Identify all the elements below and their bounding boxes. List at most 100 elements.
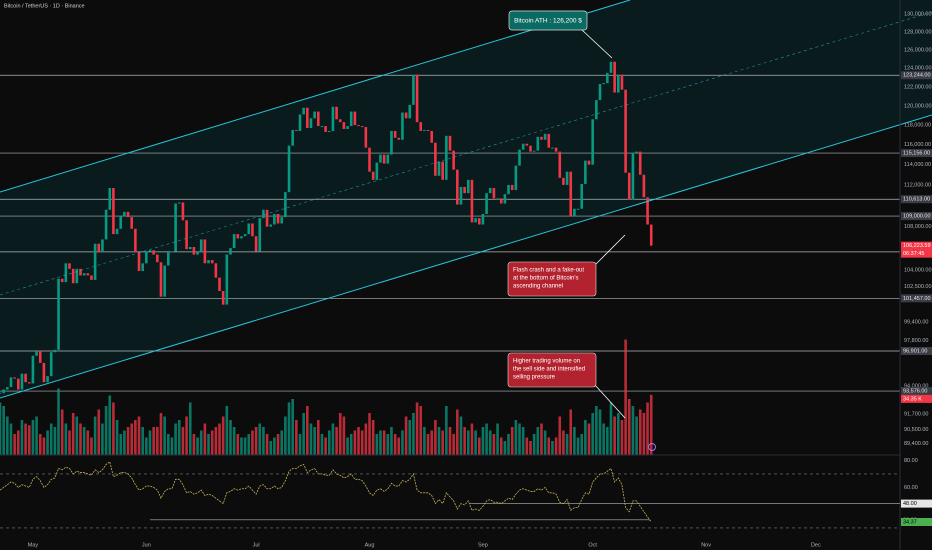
candle-body <box>379 154 382 163</box>
volume-bar <box>276 434 280 455</box>
candle-body <box>53 349 57 353</box>
volume-bar <box>298 434 302 455</box>
candle-body <box>82 273 86 276</box>
y-tick-label: 130,000.00 <box>904 11 932 17</box>
volume-bar <box>638 409 642 455</box>
annotation-box <box>507 352 597 388</box>
candle-body <box>27 382 31 384</box>
annotation-ath: Bitcoin ATH : 126,200 $ <box>508 10 613 59</box>
level-label-box <box>901 387 932 396</box>
volume-bar <box>265 434 269 455</box>
candle-body <box>595 100 598 120</box>
volume-bar <box>60 409 64 455</box>
candle-body <box>203 239 207 264</box>
volume-bar <box>316 420 320 455</box>
candle-body <box>324 126 327 132</box>
candle-body <box>331 106 335 131</box>
candle-body <box>119 216 123 229</box>
volume-bar <box>108 395 112 455</box>
level-label: 93,576.00 <box>903 388 927 394</box>
candle-body <box>426 129 430 131</box>
volume-bar <box>320 434 324 455</box>
candle-body <box>152 250 155 255</box>
candle-body <box>258 218 262 252</box>
candle-body <box>642 174 646 198</box>
candle-body <box>86 273 90 276</box>
candle-body <box>141 263 144 272</box>
volume-bar <box>251 430 254 455</box>
volume-bar <box>368 413 371 455</box>
candle-body <box>68 263 71 269</box>
volume-bar <box>510 427 514 455</box>
rsi-line <box>0 461 652 523</box>
annotation-crash: Flash crash and a fake-out at the bottom… <box>507 234 626 297</box>
candle-body <box>492 188 496 199</box>
candle-body <box>481 213 485 225</box>
volume-bar <box>375 434 379 455</box>
x-tick-label: Oct <box>588 542 597 548</box>
candle-body <box>24 373 27 383</box>
x-tick-label: Nov <box>701 542 711 548</box>
volume-bar <box>386 434 390 455</box>
volume-bar <box>401 430 404 455</box>
volume-bar <box>221 416 225 455</box>
volume-bar <box>485 423 488 455</box>
volume-bar <box>481 427 485 455</box>
candle-body <box>470 179 474 223</box>
volume-bar <box>412 413 415 455</box>
candle-body <box>415 74 419 123</box>
candle-body <box>130 217 134 229</box>
level-label-box <box>901 71 932 80</box>
candle-body <box>60 278 64 283</box>
candle-body <box>192 246 196 255</box>
candle-body <box>163 265 166 297</box>
volume-bar <box>185 416 188 455</box>
candle-body <box>137 252 141 272</box>
volume-bar <box>346 437 349 455</box>
x-tick-label: May <box>28 542 39 548</box>
volume-bar <box>141 427 144 455</box>
volume-bar <box>42 437 46 455</box>
level-label: 123,244.00 <box>903 73 931 79</box>
candle-body <box>298 114 302 131</box>
level-label-box <box>901 149 932 158</box>
volume-bar <box>134 420 137 455</box>
volume-bar <box>598 409 602 455</box>
volume-bar <box>609 402 613 455</box>
volume-bar <box>199 430 203 455</box>
volume-bar <box>554 437 558 455</box>
candle-body <box>97 243 101 253</box>
volume-bar <box>503 441 507 455</box>
candle-body <box>525 143 529 146</box>
candle-body <box>466 179 470 194</box>
annotation-text: Flash crash and a fake-out <box>513 268 584 274</box>
volume-bar <box>6 416 9 455</box>
y-tick-label: 128,000.00 <box>904 29 932 35</box>
volume-bar <box>627 399 631 455</box>
candle-body <box>368 147 371 172</box>
volume-bar <box>540 423 543 455</box>
volume-bar <box>595 406 598 455</box>
annotation-text: ascending channel <box>513 284 563 290</box>
volume-bar <box>254 427 258 455</box>
candle-body <box>38 351 42 363</box>
volume-bar <box>82 427 86 455</box>
candle-body <box>606 72 609 84</box>
candle-body <box>591 119 594 165</box>
candle-body <box>335 106 338 120</box>
volume-bar <box>177 420 181 455</box>
candle-body <box>199 239 203 253</box>
candle-body <box>104 209 108 240</box>
volume-bar <box>309 423 313 455</box>
candle-body <box>554 147 558 152</box>
candle-body <box>547 133 551 148</box>
candle-body <box>196 252 199 255</box>
candle-body <box>320 126 324 128</box>
annotation-text: Bitcoin ATH : 126,200 $ <box>514 18 582 25</box>
candle-body <box>562 177 565 185</box>
candle-body <box>269 224 273 227</box>
event-icon[interactable] <box>648 443 656 451</box>
volume-bar <box>148 430 152 455</box>
candle-body <box>609 61 613 73</box>
